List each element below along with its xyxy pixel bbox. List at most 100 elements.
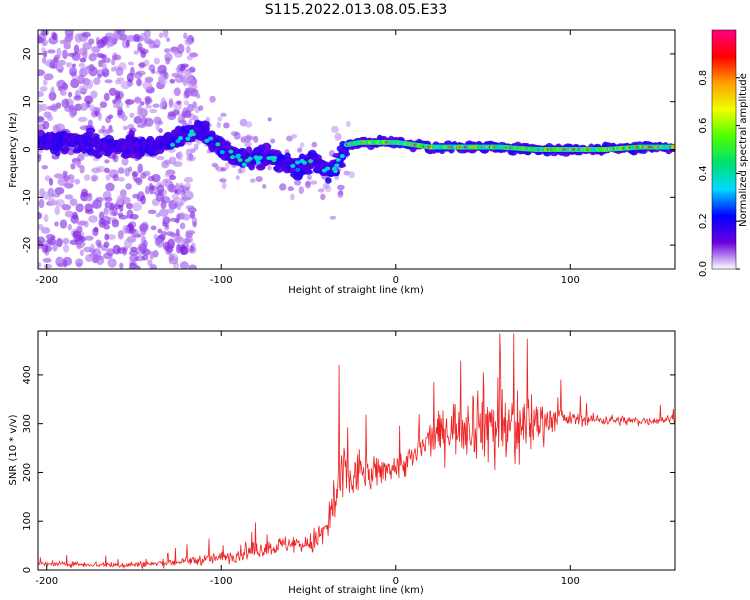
spectrogram-cell bbox=[59, 89, 67, 96]
spectrogram-cell bbox=[112, 153, 117, 160]
spectrogram-cell bbox=[317, 188, 325, 193]
spectrogram-cell bbox=[108, 114, 114, 119]
spectrogram-cell bbox=[99, 101, 108, 109]
spectrogram-cell bbox=[81, 31, 91, 38]
spectrogram-cell bbox=[168, 99, 174, 108]
spectrogram-cell bbox=[96, 255, 105, 266]
spectrogram-cell bbox=[62, 256, 73, 266]
colorbar-tick-label: 0.0 bbox=[698, 261, 709, 277]
spectrogram-cell bbox=[204, 138, 210, 143]
spectrogram-cell bbox=[337, 184, 345, 191]
spectrogram-cell bbox=[128, 129, 135, 139]
spectrogram-cell bbox=[228, 149, 234, 154]
spectrogram-cell bbox=[262, 184, 267, 189]
spectrogram-cell bbox=[157, 228, 163, 234]
spectrogram-cell bbox=[43, 263, 53, 269]
spectrogram-cell bbox=[74, 33, 83, 43]
spectrogram-cell bbox=[270, 138, 276, 144]
spectrogram-cell bbox=[179, 66, 185, 71]
spectrogram-cell bbox=[135, 176, 143, 186]
spectrogram-cell bbox=[151, 69, 156, 74]
spectrogram-cell bbox=[67, 223, 72, 231]
spectrogram-cell bbox=[185, 205, 195, 210]
spectrogram-y-tick-label: 10 bbox=[22, 95, 33, 108]
spectrogram-cell bbox=[189, 148, 196, 154]
colorbar-ticks: 0.0 0.2 0.4 0.6 0.8 bbox=[698, 70, 740, 277]
spectrogram-cell bbox=[209, 95, 216, 103]
spectrogram-cell bbox=[140, 221, 149, 230]
spectrogram-cell bbox=[176, 100, 182, 105]
spectrogram-x-tick-label: 100 bbox=[561, 275, 580, 286]
spectrogram-cell bbox=[112, 174, 119, 182]
spectrogram-cell bbox=[186, 155, 196, 162]
spectrogram-cell bbox=[151, 173, 161, 183]
spectrogram-cell bbox=[112, 244, 121, 255]
spectrogram-cell bbox=[79, 102, 89, 111]
colorbar-tick-label: 0.4 bbox=[698, 165, 709, 181]
spectrogram-cell bbox=[41, 191, 52, 200]
spectrogram-cell bbox=[129, 112, 135, 119]
spectrogram-cell bbox=[43, 214, 49, 223]
spectrogram-cell bbox=[164, 223, 169, 228]
spectrogram-cell bbox=[311, 141, 318, 148]
spectrogram-cell bbox=[245, 121, 253, 128]
spectrogram-cell bbox=[124, 99, 135, 105]
spectrogram-cell bbox=[84, 203, 94, 213]
spectrogram-cell bbox=[156, 156, 165, 161]
spectrogram-cell bbox=[103, 241, 110, 248]
spectrogram-cell bbox=[128, 166, 133, 173]
spectrogram-cell bbox=[339, 154, 345, 159]
spectrogram-cell bbox=[69, 66, 78, 77]
spectrogram-cell bbox=[290, 193, 295, 201]
spectrogram-cell bbox=[71, 51, 81, 61]
snr-panel: -200 -100 0 100 0 100 200 300 400 Height of stra… bbox=[8, 330, 676, 596]
spectrogram-cell bbox=[86, 196, 92, 202]
spectrogram-cell bbox=[220, 112, 227, 118]
spectrogram-cell bbox=[208, 136, 214, 141]
spectrogram-cell bbox=[104, 167, 110, 174]
spectrogram-cell bbox=[216, 121, 222, 128]
spectrogram-cell bbox=[301, 160, 307, 165]
spectrogram-cell bbox=[214, 164, 219, 170]
spectrogram-cell bbox=[140, 195, 146, 205]
spectrogram-cell bbox=[45, 233, 55, 240]
spectrogram-cell bbox=[137, 163, 143, 174]
spectrogram-cell bbox=[141, 254, 149, 261]
spectrogram-cell bbox=[60, 148, 69, 155]
spectrogram-cell bbox=[46, 115, 54, 121]
spectrogram-cell bbox=[47, 197, 56, 207]
spectrogram-cell bbox=[173, 197, 183, 205]
spectrogram-cell bbox=[178, 136, 184, 141]
spectrogram-cell bbox=[185, 230, 196, 235]
spectrogram-x-tick-label: -100 bbox=[210, 275, 233, 286]
spectrogram-cell bbox=[136, 109, 145, 118]
spectrogram-cell bbox=[200, 125, 211, 133]
spectrogram-cell bbox=[183, 100, 190, 106]
spectrogram-cell bbox=[137, 42, 143, 51]
spectrogram-cell bbox=[88, 53, 97, 62]
spectrogram-y-tick-label: -10 bbox=[22, 189, 33, 205]
spectrogram-cell bbox=[41, 243, 49, 254]
spectrogram-cell bbox=[102, 215, 111, 225]
spectrogram-cell bbox=[331, 166, 337, 171]
spectrogram-cell bbox=[220, 167, 227, 172]
spectrogram-cell bbox=[120, 196, 131, 205]
spectrogram-x-axis-label: Height of straight line (km) bbox=[288, 285, 424, 296]
spectrogram-cell bbox=[185, 136, 191, 141]
spectrogram-cell bbox=[331, 125, 339, 134]
snr-y-tick-label: 400 bbox=[22, 365, 33, 384]
spectrogram-cell bbox=[129, 254, 139, 262]
spectrogram-cell bbox=[152, 250, 159, 258]
chart-title: S115.2022.013.08.05.E33 bbox=[265, 2, 448, 18]
spectrogram-cell bbox=[54, 187, 65, 195]
spectrogram-cell bbox=[267, 117, 272, 122]
spectrogram-cell bbox=[176, 203, 182, 211]
spectrogram-cell bbox=[101, 125, 106, 133]
spectrogram-cell bbox=[119, 262, 124, 269]
spectrogram-cell bbox=[56, 237, 63, 248]
spectrogram-cell bbox=[38, 212, 43, 220]
spectrogram-cell bbox=[107, 36, 117, 44]
spectrogram-cell bbox=[69, 107, 77, 118]
spectrogram-cell bbox=[96, 39, 105, 49]
spectrogram-cell bbox=[152, 103, 160, 108]
